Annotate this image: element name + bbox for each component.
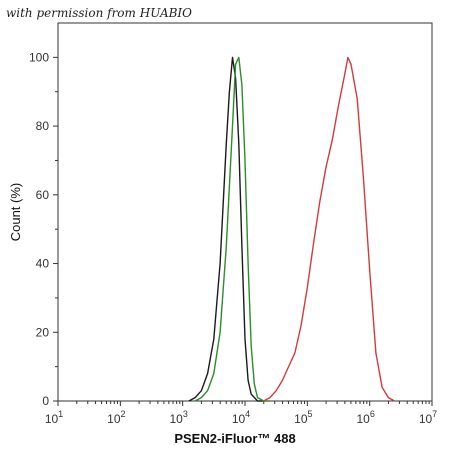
y-tick-label: 100 (29, 50, 49, 64)
y-tick-label: 80 (36, 119, 50, 133)
x-axis: 101 102 103 104 105 106 107 (45, 401, 437, 426)
x-tick-label: 101 (45, 409, 63, 426)
y-tick-label: 60 (36, 188, 50, 202)
x-tick-label: 103 (169, 409, 187, 426)
x-tick-label: 102 (107, 409, 125, 426)
y-axis-title: Count (%) (8, 183, 23, 242)
x-tick-label: 104 (232, 409, 250, 426)
x-axis-title: PSEN2-iFluor™ 488 (174, 431, 295, 446)
y-tick-label: 40 (36, 257, 50, 271)
series-group (188, 56, 395, 402)
series-line-1 (188, 56, 264, 402)
x-tick-label: 106 (356, 409, 374, 426)
y-axis: 0 20 40 60 80 100 (29, 50, 58, 408)
series-line-3 (263, 56, 395, 402)
y-tick-label: 0 (42, 394, 49, 408)
x-tick-label: 105 (294, 409, 312, 426)
x-tick-label: 107 (419, 409, 437, 426)
series-line-2 (194, 56, 270, 402)
watermark: with permission from HUABIO (6, 6, 192, 20)
y-tick-label: 20 (36, 325, 50, 339)
